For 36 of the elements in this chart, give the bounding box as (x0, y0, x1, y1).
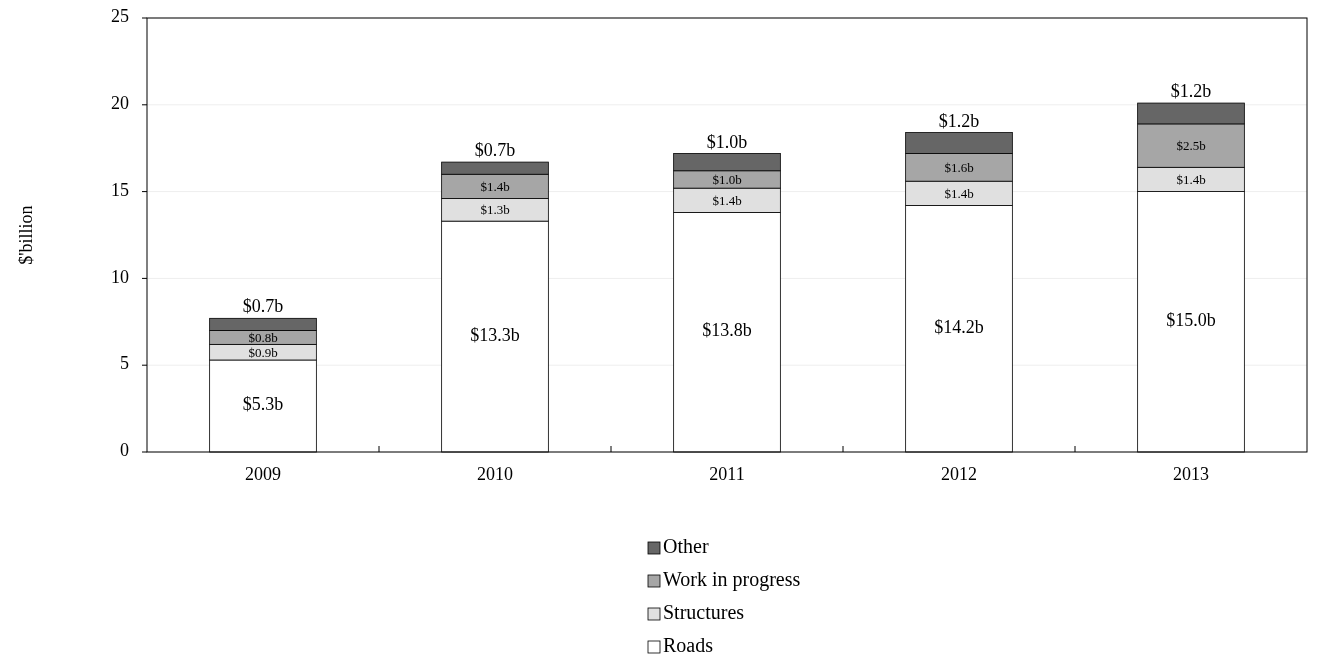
x-tick-label: 2011 (709, 464, 745, 485)
data-label: $0.7b (474, 140, 516, 161)
data-label: $1.6b (944, 159, 974, 175)
data-label: $1.4b (944, 185, 974, 201)
y-tick-label: 25 (111, 6, 129, 27)
data-label: $5.3b (242, 394, 284, 415)
x-tick-label: 2010 (477, 464, 513, 485)
data-label: $0.7b (242, 296, 284, 317)
data-label: $1.2b (1170, 81, 1212, 102)
y-tick-label: 10 (111, 266, 129, 287)
data-label: $0.8b (248, 329, 278, 345)
data-label: $14.2b (934, 316, 984, 337)
legend-label: Structures (663, 600, 745, 623)
data-label: $1.4b (1176, 171, 1206, 187)
x-tick-label: 2009 (245, 464, 281, 485)
data-label: $1.0b (712, 171, 742, 187)
data-label: $2.5b (1176, 138, 1206, 154)
y-tick-label: 15 (111, 179, 129, 200)
data-label: $15.0b (1166, 309, 1216, 330)
data-label: $1.2b (938, 110, 980, 131)
y-tick-label: 5 (120, 353, 129, 374)
data-label: $1.3b (480, 202, 510, 218)
data-label: $0.9b (248, 344, 278, 360)
y-tick-label: 20 (111, 92, 129, 113)
data-label: $13.3b (470, 324, 520, 345)
x-tick-label: 2013 (1173, 464, 1209, 485)
data-label: $1.4b (480, 178, 510, 194)
data-label: $1.4b (712, 192, 742, 208)
data-label: $13.8b (702, 320, 752, 341)
data-label: $1.0b (706, 131, 748, 152)
x-tick-label: 2012 (941, 464, 977, 485)
legend-label: Roads (663, 633, 714, 656)
legend-label: Work in progress (663, 567, 801, 591)
legend-label: Other (663, 534, 709, 557)
y-axis-title: $'billion (16, 205, 37, 265)
y-tick-label: 0 (120, 440, 129, 461)
